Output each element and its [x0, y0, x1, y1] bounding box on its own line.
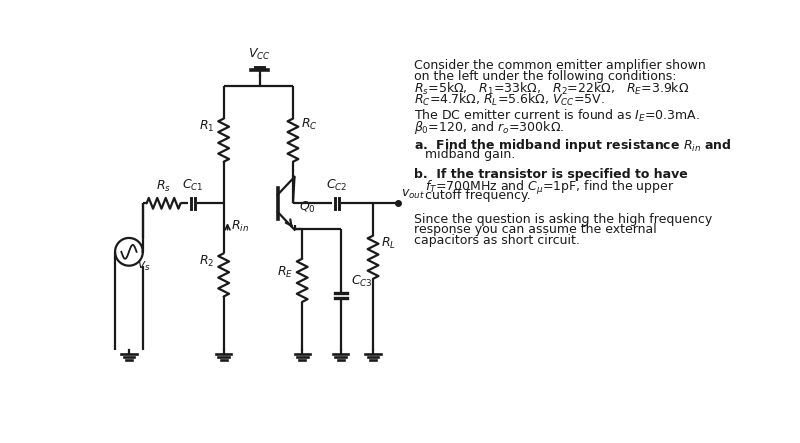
Text: Consider the common emitter amplifier shown: Consider the common emitter amplifier sh…: [414, 59, 706, 72]
Text: $R_s$=5k$\Omega$,   $R_1$=33k$\Omega$,   $R_2$=22k$\Omega$,   $R_E$=3.9k$\Omega$: $R_s$=5k$\Omega$, $R_1$=33k$\Omega$, $R_…: [414, 81, 689, 97]
Text: $v_s$: $v_s$: [137, 260, 150, 272]
Text: $R_s$: $R_s$: [156, 179, 171, 194]
Text: $C_{C2}$: $C_{C2}$: [326, 178, 347, 193]
Text: response you can assume the external: response you can assume the external: [414, 223, 657, 236]
Text: $\beta_0$=120, and $r_o$=300k$\Omega$.: $\beta_0$=120, and $r_o$=300k$\Omega$.: [414, 119, 564, 136]
Text: a.  Find the midband input resistance $R_{in}$ and: a. Find the midband input resistance $R_…: [414, 137, 731, 154]
Text: cutoff frequency.: cutoff frequency.: [425, 190, 530, 202]
Text: The DC emitter current is found as $I_E$=0.3mA.: The DC emitter current is found as $I_E$…: [414, 108, 700, 124]
Text: $R_2$: $R_2$: [199, 253, 214, 268]
Text: $Q_0$: $Q_0$: [299, 200, 316, 215]
Text: $R_E$: $R_E$: [277, 265, 293, 280]
Text: $R_C$: $R_C$: [301, 117, 318, 132]
Text: $v_{out}$: $v_{out}$: [401, 188, 425, 201]
Text: $f_T$=700MHz and $C_\mu$=1pF, find the upper: $f_T$=700MHz and $C_\mu$=1pF, find the u…: [425, 179, 674, 197]
Text: b.  If the transistor is specified to have: b. If the transistor is specified to hav…: [414, 168, 688, 181]
Text: $C_{C3}$: $C_{C3}$: [350, 274, 373, 289]
Text: $R_L$: $R_L$: [381, 236, 396, 251]
Text: $R_C$=4.7k$\Omega$, $R_L$=5.6k$\Omega$, $V_{CC}$=5V.: $R_C$=4.7k$\Omega$, $R_L$=5.6k$\Omega$, …: [414, 92, 605, 108]
Text: $R_1$: $R_1$: [199, 119, 214, 134]
Text: Since the question is asking the high frequency: Since the question is asking the high fr…: [414, 213, 712, 225]
Text: $V_{CC}$: $V_{CC}$: [249, 47, 271, 62]
Text: on the left under the following conditions:: on the left under the following conditio…: [414, 70, 676, 83]
Text: midband gain.: midband gain.: [425, 148, 515, 161]
Text: capacitors as short circuit.: capacitors as short circuit.: [414, 234, 580, 247]
Text: $C_{C1}$: $C_{C1}$: [182, 178, 204, 193]
Text: $R_{in}$: $R_{in}$: [231, 219, 250, 234]
